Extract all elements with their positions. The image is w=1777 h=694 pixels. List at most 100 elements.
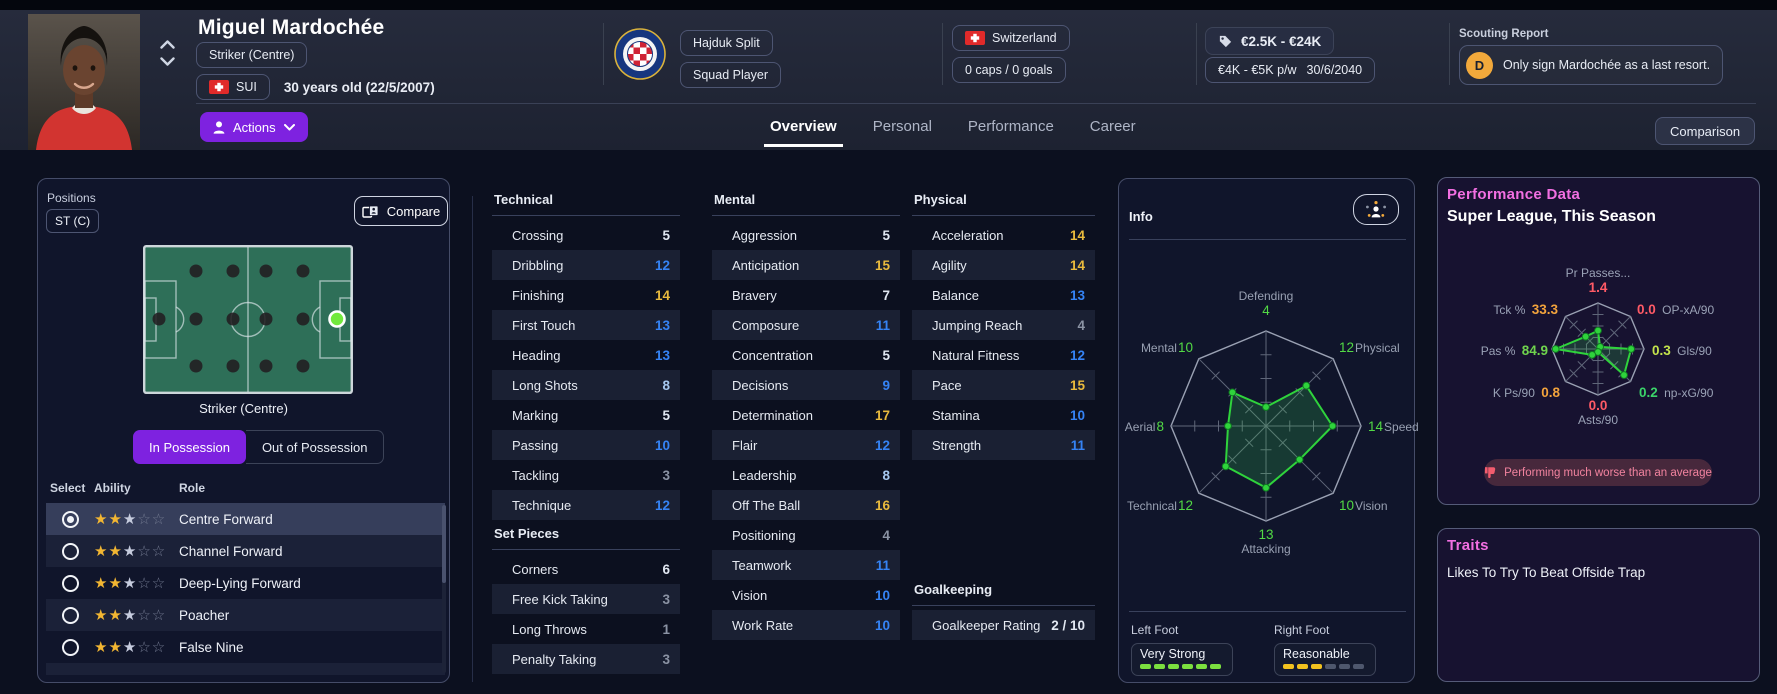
attribute-row: Determination 17 bbox=[712, 400, 900, 430]
role-radio[interactable] bbox=[61, 574, 79, 592]
tab-overview[interactable]: Overview bbox=[764, 118, 843, 147]
attribute-row: Corners 6 bbox=[492, 554, 680, 584]
attribute-label: Agility bbox=[932, 257, 967, 273]
perf-axis-tck-pct: Tck % 33.3 bbox=[1493, 302, 1558, 317]
attribute-label: Long Shots bbox=[512, 377, 578, 393]
attribute-label: Technique bbox=[512, 497, 572, 513]
tab-career[interactable]: Career bbox=[1089, 117, 1136, 135]
attribute-radar-toggle-button[interactable] bbox=[1353, 194, 1399, 225]
role-row[interactable]: ★★★☆☆ False Nine bbox=[46, 631, 445, 663]
radar-axis-vision: 10Vision bbox=[1339, 498, 1388, 513]
wage: €4K - €5K p/w bbox=[1218, 63, 1297, 77]
role-name: False Nine bbox=[179, 639, 244, 655]
attribute-value: 14 bbox=[1069, 227, 1085, 243]
comparison-button[interactable]: Comparison bbox=[1655, 117, 1756, 145]
tab-personal[interactable]: Personal bbox=[872, 117, 932, 135]
club-crest-hajduk-split bbox=[614, 28, 666, 80]
attribute-value: 8 bbox=[662, 377, 670, 393]
radar-axis-physical: 12Physical bbox=[1339, 340, 1400, 355]
left-foot-rating: Very Strong bbox=[1131, 643, 1233, 676]
role-radio[interactable] bbox=[61, 638, 79, 656]
attribute-value: 13 bbox=[654, 347, 670, 363]
strength-block bbox=[1154, 664, 1165, 669]
role-ability-stars: ★★★☆☆ bbox=[94, 511, 167, 528]
attribute-label: Work Rate bbox=[732, 617, 794, 633]
attribute-label: Tackling bbox=[512, 467, 559, 483]
unavailable-position-dots bbox=[152, 264, 310, 373]
strength-block bbox=[1297, 664, 1308, 669]
attribute-row: Free Kick Taking 3 bbox=[492, 584, 680, 614]
strength-block bbox=[1196, 664, 1207, 669]
role-row[interactable]: ★★★☆☆ Channel Forward bbox=[46, 535, 445, 567]
attribute-label: Finishing bbox=[512, 287, 565, 303]
attribute-row: Teamwork 11 bbox=[712, 550, 900, 580]
attribute-label: Long Throws bbox=[512, 621, 587, 637]
attribute-row: Passing 10 bbox=[492, 430, 680, 460]
compare-button[interactable]: Compare bbox=[354, 196, 448, 226]
attribute-row: Tackling 3 bbox=[492, 460, 680, 490]
attribute-value: 11 bbox=[875, 317, 890, 333]
attribute-row: Decisions 9 bbox=[712, 370, 900, 400]
header-divider bbox=[196, 103, 1756, 104]
nation-name: Switzerland bbox=[992, 31, 1057, 45]
pitch-caption: Striker (Centre) bbox=[199, 401, 288, 416]
attribute-label: Decisions bbox=[732, 377, 789, 393]
chevron-down-icon bbox=[283, 123, 295, 130]
attribute-value: 3 bbox=[662, 591, 670, 607]
attribute-value: 14 bbox=[1069, 257, 1085, 273]
attribute-row: Technique 12 bbox=[492, 490, 680, 520]
positions-panel: Positions ST (C) Compare bbox=[37, 178, 450, 683]
next-player-chevron-down-icon[interactable] bbox=[160, 57, 175, 66]
attribute-label: Teamwork bbox=[732, 557, 792, 573]
radar-axis-technical: Technical12 bbox=[1126, 498, 1193, 513]
role-radio[interactable] bbox=[61, 542, 79, 560]
attribute-value: 1 bbox=[662, 621, 670, 637]
attribute-row: Vision 10 bbox=[712, 580, 900, 610]
radar-axis-aerial: Aerial8 bbox=[1124, 419, 1164, 434]
tab-performance[interactable]: Performance bbox=[967, 117, 1054, 135]
out-of-possession-tab[interactable]: Out of Possession bbox=[245, 430, 385, 464]
attribute-row: Concentration 5 bbox=[712, 340, 900, 370]
attribute-value: 10 bbox=[1069, 407, 1085, 423]
scouting-report-pill: D Only sign Mardochée as a last resort. bbox=[1459, 45, 1724, 85]
header-separator bbox=[603, 23, 604, 85]
info-divider bbox=[1129, 239, 1406, 240]
in-possession-tab[interactable]: In Possession bbox=[133, 430, 246, 464]
left-foot-strength-blocks bbox=[1140, 664, 1224, 669]
info-title: Info bbox=[1129, 209, 1153, 224]
player-photo bbox=[28, 14, 140, 150]
attribute-value: 10 bbox=[874, 617, 890, 633]
attribute-value: 12 bbox=[654, 257, 670, 273]
actions-button[interactable]: Actions bbox=[200, 112, 308, 142]
roles-scrollbar[interactable] bbox=[442, 505, 446, 673]
person-radar-icon bbox=[1366, 200, 1386, 217]
nationality-code: SUI bbox=[236, 80, 257, 94]
attribute-value: 13 bbox=[654, 317, 670, 333]
attribute-row: Long Throws 1 bbox=[492, 614, 680, 644]
perf-axis-k-ps: K Ps/90 0.8 bbox=[1492, 385, 1560, 400]
perf-axis-asts: 0.0 Asts/90 bbox=[1577, 398, 1619, 427]
role-radio-selected[interactable] bbox=[61, 510, 79, 528]
role-radio[interactable] bbox=[61, 606, 79, 624]
role-row[interactable]: ★★★☆☆ Poacher bbox=[46, 599, 445, 631]
column-ability: Ability bbox=[94, 481, 131, 495]
squad-status-pill[interactable]: Squad Player bbox=[680, 62, 782, 88]
attribute-value: 10 bbox=[874, 587, 890, 603]
scrollbar-thumb[interactable] bbox=[442, 505, 446, 583]
nation-pill[interactable]: Switzerland bbox=[952, 25, 1070, 51]
contract-expiry: 30/6/2040 bbox=[1306, 63, 1363, 77]
physical-attributes-section: Physical Acceleration 14 Agility 14 Balance 1… bbox=[912, 192, 1095, 460]
section-divider bbox=[472, 196, 473, 682]
attribute-value: 6 bbox=[662, 561, 670, 577]
attribute-row: Balance 13 bbox=[912, 280, 1095, 310]
attribute-label: Aggression bbox=[732, 227, 798, 243]
club-name-pill[interactable]: Hajduk Split bbox=[680, 30, 773, 56]
attribute-row: Aggression 5 bbox=[712, 220, 900, 250]
role-row[interactable]: ★★★☆☆ Centre Forward bbox=[46, 503, 445, 535]
previous-player-chevron-up-icon[interactable] bbox=[160, 40, 175, 49]
attribute-value: 5 bbox=[662, 407, 670, 423]
attribute-value: 15 bbox=[874, 257, 890, 273]
role-row[interactable]: ★★★☆☆ Deep-Lying Forward bbox=[46, 567, 445, 599]
window-top-strip bbox=[0, 0, 1777, 10]
